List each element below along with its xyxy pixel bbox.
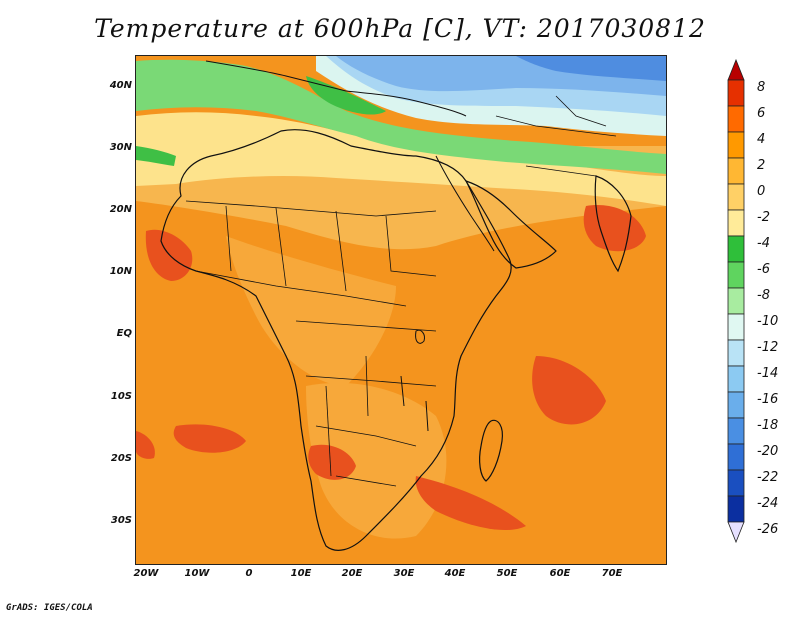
lon-label-40e: 40E <box>444 568 466 579</box>
lat-label-eq: EQ <box>116 328 132 339</box>
grads-credit: GrADS: IGES/COLA <box>6 603 93 613</box>
map-title: Temperature at 600hPa [C], VT: 201703081… <box>94 14 706 43</box>
colorbar-label-6: 6 <box>757 106 766 121</box>
lon-label-50e: 50E <box>496 568 518 579</box>
red-sea-coastline <box>435 155 495 252</box>
colorbar-segment <box>727 261 745 289</box>
lon-label-60e: 60E <box>549 568 571 579</box>
colorbar-label-0: 0 <box>757 184 766 199</box>
colorbar-segment <box>727 287 745 315</box>
colorbar-segment <box>727 443 745 471</box>
field-hot-indian-ocean <box>532 356 606 425</box>
lon-label-10e: 10E <box>290 568 312 579</box>
colorbar-label-m2: -2 <box>757 210 770 225</box>
field-cool-band <box>136 112 666 206</box>
colorbar-segment <box>727 365 745 393</box>
india-coastline <box>594 175 632 273</box>
lake-victoria <box>415 329 425 344</box>
field-hot-west-edge <box>136 431 155 459</box>
field-hot-namibia <box>308 444 356 480</box>
field-hot-southeast <box>415 476 526 531</box>
temperature-map <box>135 55 667 565</box>
country-borders <box>185 95 617 487</box>
madagascar-coastline <box>479 419 503 482</box>
lon-label-0: 0 <box>245 568 253 579</box>
europe-coastline <box>205 60 467 117</box>
lat-label-20s: 20S <box>110 453 132 464</box>
field-mild-south <box>306 382 447 539</box>
colorbar-segment <box>727 105 745 133</box>
field-hot-westafrica <box>145 229 193 281</box>
lat-label-20n: 20N <box>109 204 132 215</box>
colorbar-label-4: 4 <box>757 132 766 147</box>
colorbar-label-m20: -20 <box>757 444 779 459</box>
lon-label-20w: 20W <box>133 568 159 579</box>
field-mild-central <box>226 236 396 386</box>
colorbar-label-m26: -26 <box>757 522 779 537</box>
colorbar-segment <box>727 339 745 367</box>
lon-label-70e: 70E <box>601 568 623 579</box>
colorbar-arrow-top <box>727 58 745 81</box>
colorbar-label-m6: -6 <box>757 262 770 277</box>
colorbar-label-m10: -10 <box>757 314 779 329</box>
field-green-patch-west <box>136 146 176 166</box>
field-green-light <box>136 59 666 174</box>
colorbar-arrow-bottom <box>727 521 745 544</box>
colorbar-label-m24: -24 <box>757 496 779 511</box>
africa-coastline <box>160 129 512 551</box>
lake-malawi <box>425 400 429 432</box>
colorbar <box>727 58 745 544</box>
temperature-field-svg <box>136 56 666 564</box>
colorbar-segment <box>727 157 745 185</box>
colorbar-label-m8: -8 <box>757 288 770 303</box>
colorbar-segment <box>727 235 745 263</box>
colorbar-segment <box>727 131 745 159</box>
colorbar-segment <box>727 79 745 107</box>
colorbar-label-m22: -22 <box>757 470 779 485</box>
lon-label-10w: 10W <box>184 568 210 579</box>
colorbar-label-m18: -18 <box>757 418 779 433</box>
colorbar-label-m12: -12 <box>757 340 779 355</box>
colorbar-label-8: 8 <box>757 80 766 95</box>
colorbar-segment <box>727 469 745 497</box>
colorbar-segment <box>727 313 745 341</box>
lon-label-20e: 20E <box>341 568 363 579</box>
field-blue-dark <box>516 56 666 81</box>
arabia-coastline <box>464 179 557 269</box>
lat-label-40n: 40N <box>109 80 132 91</box>
colorbar-label-m16: -16 <box>757 392 779 407</box>
lat-label-10s: 10S <box>110 391 132 402</box>
colorbar-label-2: 2 <box>757 158 766 173</box>
field-hot-atlantic <box>173 424 246 453</box>
lat-label-30s: 30S <box>110 515 132 526</box>
colorbar-segment <box>727 495 745 523</box>
colorbar-segment <box>727 183 745 211</box>
colorbar-segment <box>727 209 745 237</box>
colorbar-segment <box>727 391 745 419</box>
colorbar-segment <box>727 417 745 445</box>
colorbar-label-m14: -14 <box>757 366 779 381</box>
lat-label-30n: 30N <box>109 142 132 153</box>
lat-label-10n: 10N <box>109 266 132 277</box>
lon-label-30e: 30E <box>393 568 415 579</box>
colorbar-label-m4: -4 <box>757 236 770 251</box>
lake-tanganyika <box>400 375 405 407</box>
